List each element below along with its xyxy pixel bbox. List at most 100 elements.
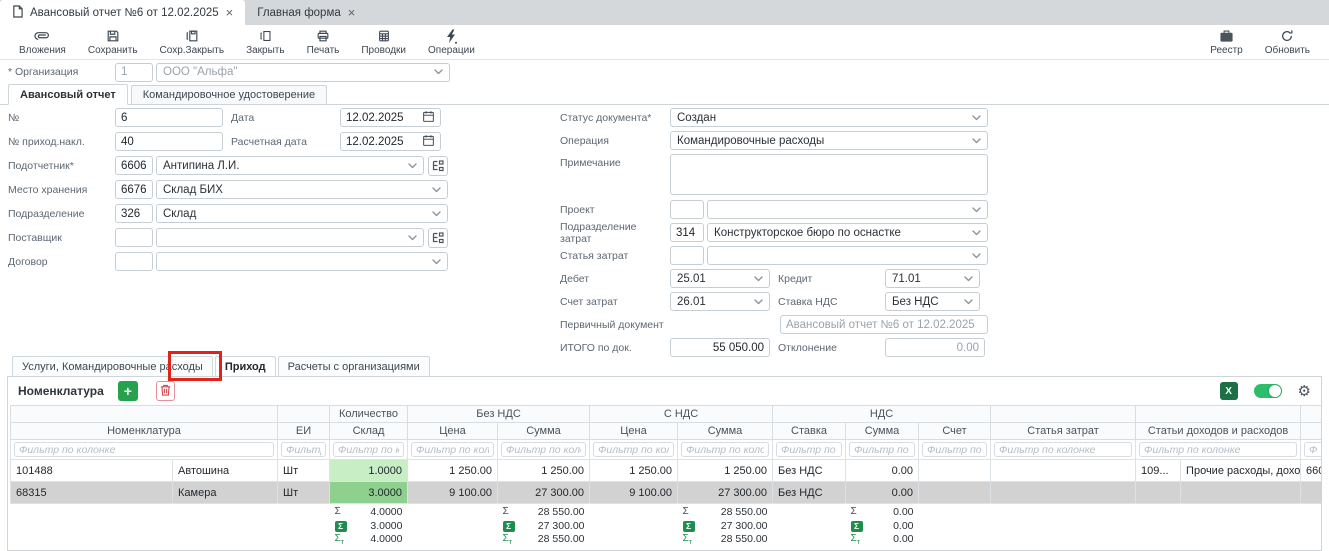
cell-unit[interactable]: Шт: [278, 460, 330, 482]
view-toggle[interactable]: [1254, 384, 1282, 398]
accountable-select[interactable]: Антипина Л.И.: [156, 156, 424, 175]
hierarchy-button[interactable]: [428, 228, 448, 248]
cell-price-no-vat[interactable]: 1 250.00: [408, 460, 498, 482]
col-vat-sum[interactable]: Сумма: [846, 423, 919, 440]
organization-select[interactable]: ООО "Альфа": [156, 63, 450, 82]
postings-button[interactable]: Проводки: [350, 28, 417, 57]
window-tab-main-form[interactable]: Главная форма ×: [245, 0, 367, 25]
cell-name[interactable]: Автошина: [173, 460, 278, 482]
vat-rate-select[interactable]: Без НДС: [885, 292, 980, 311]
receipt-number-input[interactable]: [115, 132, 223, 151]
cell-price-no-vat[interactable]: 9 100.00: [408, 482, 498, 504]
filter-income-items-input[interactable]: [1139, 442, 1297, 457]
tab-prihod[interactable]: Приход: [215, 356, 276, 376]
calendar-icon[interactable]: [422, 110, 435, 126]
filter-nomenclature-input[interactable]: [14, 442, 274, 457]
col-nomenclature[interactable]: Номенклатура: [11, 423, 278, 440]
col-cost-item[interactable]: Статья затрат: [991, 423, 1136, 440]
tab-komandirovochnoe[interactable]: Командировочное удостоверение: [131, 85, 327, 105]
cell-rate[interactable]: Без НДС: [773, 482, 846, 504]
storage-select[interactable]: Склад БИХ: [156, 180, 448, 199]
accountable-code-input[interactable]: [115, 156, 153, 175]
save-close-button[interactable]: Сохр.Закрыть: [149, 28, 236, 57]
cell-rate[interactable]: Без НДС: [773, 460, 846, 482]
cell-vat-sum[interactable]: 0.00: [846, 460, 919, 482]
cost-department-select[interactable]: Конструкторское бюро по оснастке: [707, 223, 988, 242]
close-button[interactable]: Закрыть: [235, 28, 296, 57]
supplier-code-input[interactable]: [115, 228, 153, 247]
table-row-selected[interactable]: 68315 Камера Шт 3.0000 9 100.00 27 300.0…: [11, 482, 1323, 504]
status-select[interactable]: Создан: [670, 108, 988, 127]
tab-raschety[interactable]: Расчеты с организациями: [278, 356, 430, 376]
cost-department-code-input[interactable]: [670, 223, 704, 242]
filter-sum-no-vat-input[interactable]: [501, 442, 586, 457]
delete-row-button[interactable]: [156, 381, 175, 401]
calc-date-input[interactable]: [340, 132, 441, 151]
excel-export-button[interactable]: X: [1220, 382, 1238, 400]
cell-sum-no-vat[interactable]: 1 250.00: [498, 460, 590, 482]
debit-select[interactable]: 25.01: [670, 269, 770, 288]
total-input[interactable]: [670, 338, 770, 357]
filter-cost-item-input[interactable]: [994, 442, 1132, 457]
cell-income-name[interactable]: Прочие расходы, дохо...: [1181, 460, 1301, 482]
filter-price-with-vat-input[interactable]: [593, 442, 674, 457]
col-sum-no-vat[interactable]: Сумма: [498, 423, 590, 440]
col-price-with-vat[interactable]: Цена: [590, 423, 678, 440]
col-unit[interactable]: ЕИ: [278, 423, 330, 440]
filter-extra-input[interactable]: [1304, 442, 1322, 457]
col-sum-with-vat[interactable]: Сумма: [678, 423, 773, 440]
filter-price-no-vat-input[interactable]: [411, 442, 494, 457]
cost-item-code-input[interactable]: [670, 246, 704, 265]
col-price-no-vat[interactable]: Цена: [408, 423, 498, 440]
table-row[interactable]: 101488 Автошина Шт 1.0000 1 250.00 1 250…: [11, 460, 1323, 482]
contract-code-input[interactable]: [115, 252, 153, 271]
cell-income-name[interactable]: [1181, 482, 1301, 504]
supplier-select[interactable]: [156, 228, 424, 247]
col-income-items[interactable]: Статьи доходов и расходов: [1136, 423, 1301, 440]
filter-rate-input[interactable]: [776, 442, 842, 457]
contract-select[interactable]: [156, 252, 448, 271]
cell-account[interactable]: [919, 460, 991, 482]
filter-sum-with-vat-input[interactable]: [681, 442, 769, 457]
operations-button[interactable]: Операции: [417, 28, 486, 57]
department-code-input[interactable]: [115, 204, 153, 223]
cell-code[interactable]: 101488: [11, 460, 173, 482]
date-input[interactable]: [340, 108, 441, 127]
add-row-button[interactable]: +: [118, 381, 138, 401]
cell-cost-item[interactable]: [991, 460, 1136, 482]
cell-name[interactable]: Камера: [173, 482, 278, 504]
cell-code[interactable]: 68315: [11, 482, 173, 504]
col-account[interactable]: Счет: [919, 423, 991, 440]
tab-avansovyi-otchet[interactable]: Авансовый отчет: [8, 84, 128, 105]
cell-account[interactable]: [919, 482, 991, 504]
deviation-input[interactable]: [885, 338, 985, 357]
note-textarea[interactable]: [670, 154, 988, 195]
credit-select[interactable]: 71.01: [885, 269, 980, 288]
cost-item-select[interactable]: [707, 246, 988, 265]
col-stock[interactable]: Склад: [330, 423, 408, 440]
cell-price-with-vat[interactable]: 9 100.00: [590, 482, 678, 504]
cell-sum-with-vat[interactable]: 1 250.00: [678, 460, 773, 482]
filter-stock-input[interactable]: [333, 442, 404, 457]
cell-income-code[interactable]: [1136, 482, 1181, 504]
col-extra[interactable]: [1301, 423, 1322, 440]
cell-vat-sum[interactable]: 0.00: [846, 482, 919, 504]
cell-sum-with-vat[interactable]: 27 300.00: [678, 482, 773, 504]
window-tab-document[interactable]: Авансовый отчет №6 от 12.02.2025 ×: [0, 0, 245, 25]
filter-account-input[interactable]: [922, 442, 987, 457]
attachments-button[interactable]: Вложения: [8, 28, 77, 57]
hierarchy-button[interactable]: [428, 156, 448, 176]
project-code-input[interactable]: [670, 200, 704, 219]
cell-qty[interactable]: 1.0000: [330, 460, 408, 482]
cell-price-with-vat[interactable]: 1 250.00: [590, 460, 678, 482]
registry-button[interactable]: Реестр: [1199, 28, 1254, 57]
tab-uslugi[interactable]: Услуги, Командировочные расходы: [12, 356, 213, 376]
primary-doc-input[interactable]: [780, 315, 988, 334]
project-select[interactable]: [707, 200, 988, 219]
storage-code-input[interactable]: [115, 180, 153, 199]
close-icon[interactable]: ×: [226, 6, 234, 19]
cell-income-code[interactable]: 109...: [1136, 460, 1181, 482]
cost-account-select[interactable]: 26.01: [670, 292, 770, 311]
close-icon[interactable]: ×: [348, 6, 356, 19]
col-rate[interactable]: Ставка: [773, 423, 846, 440]
